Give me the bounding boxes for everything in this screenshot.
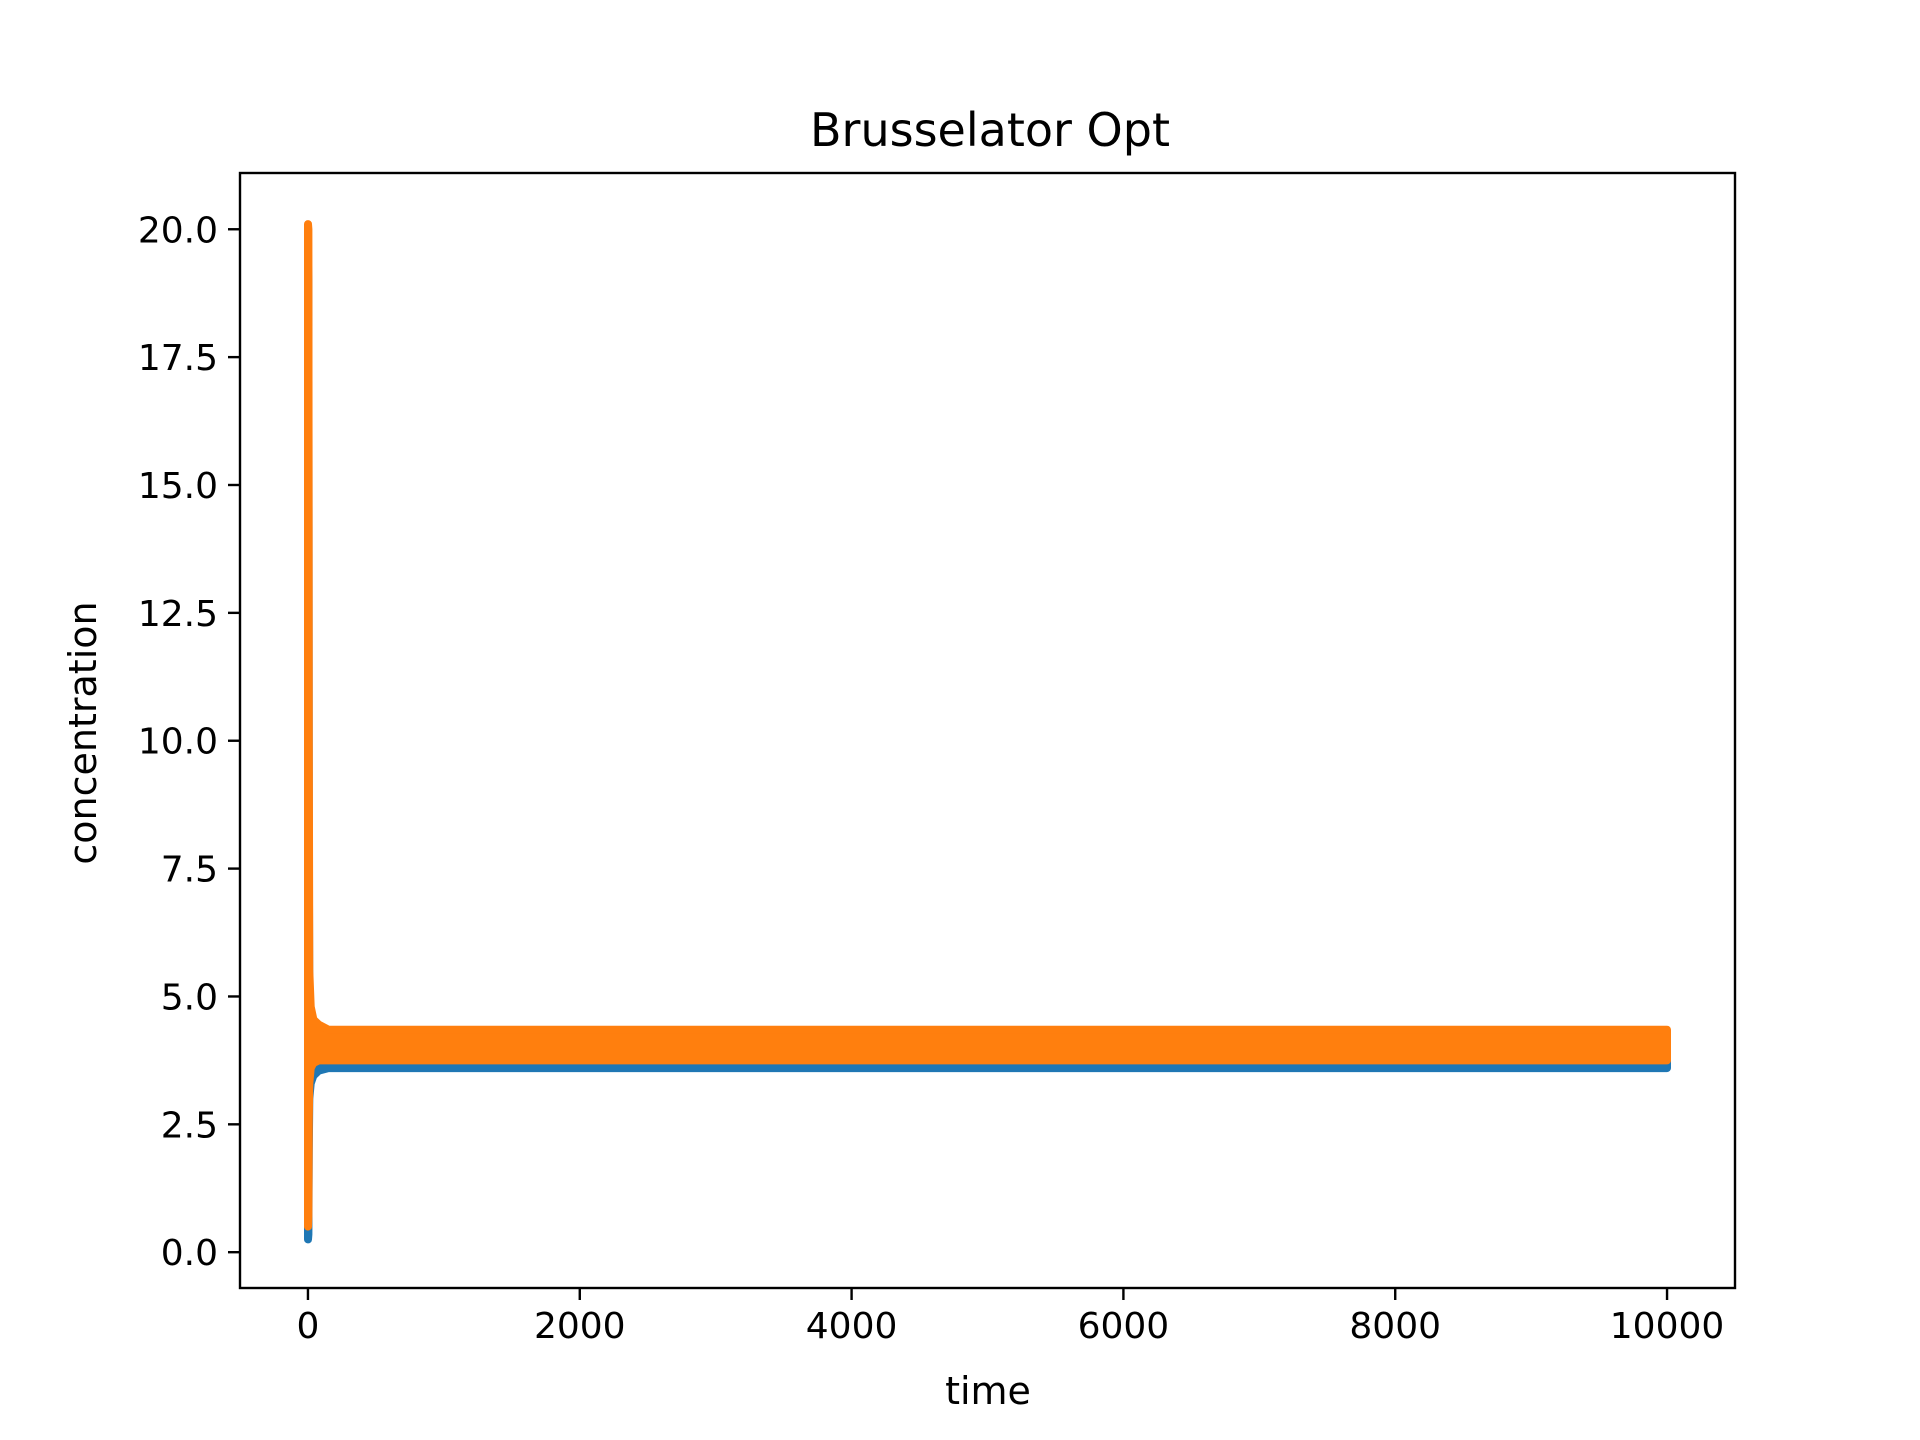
y-tick-label: 10.0 <box>138 722 218 763</box>
y-axis-label: concentration <box>61 601 105 864</box>
y-tick-label: 12.5 <box>138 594 218 635</box>
y-tick-label: 15.0 <box>138 466 218 507</box>
x-axis: 0 2000 4000 6000 8000 10000 <box>297 1288 1725 1347</box>
plot-frame <box>238 171 1737 1290</box>
x-tick-label: 0 <box>297 1306 320 1347</box>
x-tick-label: 6000 <box>1078 1306 1170 1347</box>
series-layer <box>304 220 1671 1244</box>
y-tick-label: 0.0 <box>161 1233 218 1274</box>
x-tick-label: 2000 <box>534 1306 626 1347</box>
x-tick-label: 4000 <box>806 1306 898 1347</box>
y-tick-label: 2.5 <box>161 1105 218 1146</box>
y-tick-label: 20.0 <box>138 210 218 251</box>
y-tick-label: 5.0 <box>161 977 218 1018</box>
y-axis: 0.0 2.5 5.0 7.5 10.0 12.5 15.0 17.5 20.0 <box>138 210 240 1274</box>
y-tick-label: 7.5 <box>161 850 218 891</box>
y-tick-label: 17.5 <box>138 338 218 379</box>
x-tick-label: 10000 <box>1610 1306 1725 1347</box>
series-2-band <box>304 220 1671 1231</box>
chart-title: Brusselator Opt <box>810 103 1170 157</box>
x-tick-label: 8000 <box>1349 1306 1441 1347</box>
x-axis-label: time <box>945 1369 1031 1413</box>
